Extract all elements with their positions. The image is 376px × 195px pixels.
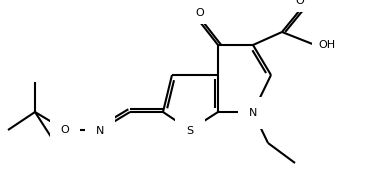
Text: N: N — [96, 126, 104, 136]
Text: S: S — [186, 126, 194, 136]
Text: O: O — [296, 0, 305, 6]
Text: O: O — [61, 125, 70, 135]
Text: N: N — [249, 108, 257, 118]
Text: OH: OH — [318, 40, 335, 50]
Text: O: O — [196, 8, 205, 18]
